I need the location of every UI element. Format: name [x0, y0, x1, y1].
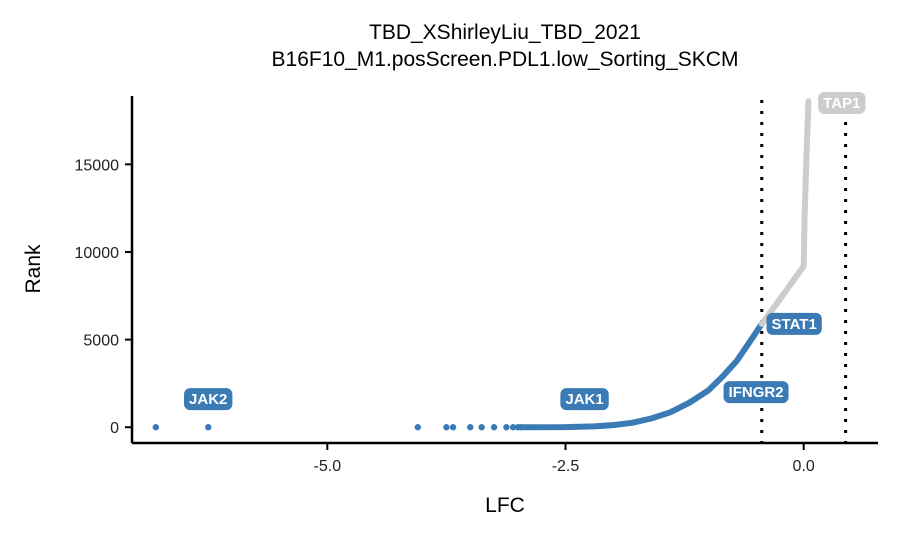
gene-label-box [184, 388, 233, 411]
gene-label-jak2: JAK2 [184, 388, 233, 411]
threshold-lines [760, 100, 848, 443]
point-1 [205, 424, 212, 431]
x-axis-title: LFC [485, 494, 525, 517]
gene-labels: JAK2 JAK1 IFNGR2 STAT1 TAP1 [184, 92, 866, 411]
gene-label-text: IFNGR2 [729, 384, 784, 401]
chart-title: TBD_XShirleyLiu_TBD_2021 [369, 21, 641, 44]
gene-label-text: JAK1 [565, 391, 603, 408]
gene-label-box [766, 312, 822, 335]
y-tick-label-3: 15000 [75, 157, 120, 174]
point-7 [490, 424, 498, 431]
rank-curve [519, 98, 812, 431]
scatter-points [152, 424, 524, 431]
gene-label-jak1: JAK1 [560, 388, 609, 411]
point-5 [467, 424, 474, 431]
gene-label-box [818, 92, 866, 115]
point-2 [414, 424, 422, 431]
gene-label-text: STAT1 [772, 316, 817, 333]
gene-label-box [560, 388, 609, 411]
x-tick-label-1: -2.5 [552, 458, 580, 475]
point-9 [509, 424, 517, 431]
gene-label-text: JAK2 [189, 391, 227, 408]
gene-label-stat1: STAT1 [766, 312, 822, 335]
x-tick-label-2: 0.0 [793, 458, 815, 475]
x-axis-ticks: -5.0 -2.5 0.0 [314, 443, 815, 475]
gene-label-tap1: TAP1 [818, 92, 866, 115]
y-tick-label-1: 5000 [83, 333, 119, 350]
y-axis-ticks: 0 5000 10000 15000 [75, 157, 132, 437]
y-tick-label-2: 10000 [75, 245, 120, 262]
chart-subtitle: B16F10_M1.posScreen.PDL1.low_Sorting_SKC… [272, 48, 739, 71]
point-11 [517, 424, 524, 431]
gene-label-box [723, 381, 789, 404]
point-3 [443, 424, 450, 431]
x-tick-label-0: -5.0 [314, 458, 342, 475]
gene-label-ifngr2: IFNGR2 [723, 381, 789, 404]
point-4 [449, 424, 457, 431]
curve-nonsignificant [758, 98, 812, 327]
point-8 [503, 424, 510, 431]
curve-significant [519, 320, 765, 431]
point-6 [478, 424, 485, 431]
y-axis-title: Rank [22, 244, 45, 294]
y-tick-label-0: 0 [110, 420, 119, 437]
gene-label-text: TAP1 [823, 95, 860, 112]
point-0 [152, 424, 160, 431]
